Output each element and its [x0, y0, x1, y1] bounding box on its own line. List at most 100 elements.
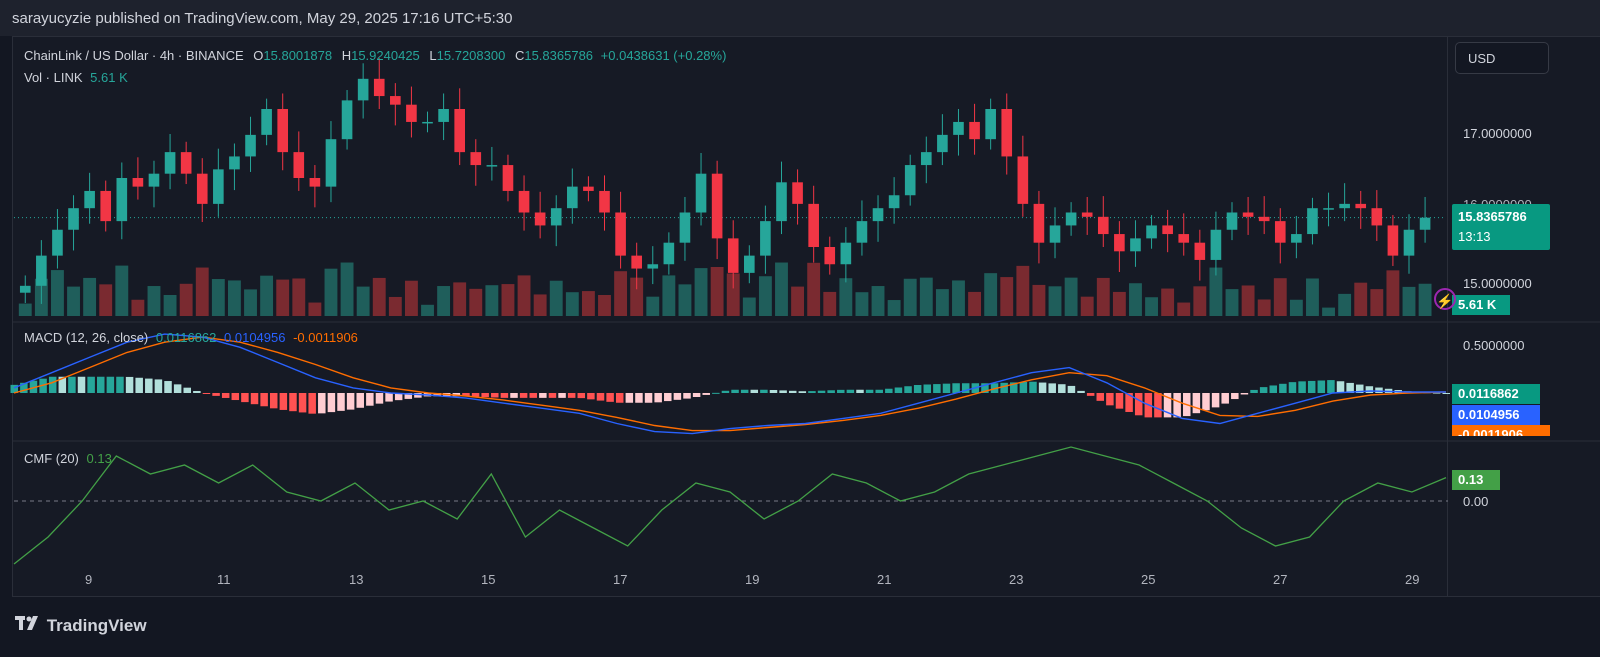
candle: [599, 190, 610, 213]
macd-histogram-bar: [289, 393, 297, 412]
candle: [148, 173, 160, 187]
macd-histogram-bar: [1029, 381, 1037, 393]
macd-histogram-bar: [10, 384, 18, 393]
macd-histogram-bar: [1038, 382, 1047, 393]
macd-histogram-bar: [96, 376, 105, 393]
macd-histogram-bar: [808, 391, 816, 393]
macd-histogram-bar: [1115, 393, 1124, 409]
macd-histogram-bar: [1327, 380, 1335, 393]
volume-bar: [1418, 283, 1432, 316]
macd-histogram-bar: [933, 384, 941, 393]
macd-histogram-bar: [202, 393, 211, 394]
macd-histogram-bar: [913, 385, 922, 393]
volume-bar: [1257, 299, 1271, 316]
candle: [1242, 212, 1254, 217]
macd-histogram-bar: [1432, 392, 1441, 394]
volume-bar: [18, 303, 32, 316]
volume-bar: [919, 277, 933, 316]
time-tick-label: 25: [1141, 572, 1156, 587]
macd-histogram-bar: [702, 393, 710, 395]
volume-bar: [437, 286, 451, 316]
candle: [1001, 109, 1013, 157]
volume-bar: [581, 291, 595, 316]
volume-bar: [565, 292, 579, 316]
macd-histogram-bar: [606, 393, 614, 402]
macd-histogram-bar: [1000, 382, 1008, 393]
volume-bar: [871, 286, 885, 316]
volume-bar: [67, 286, 80, 316]
macd-histogram-bar: [29, 380, 38, 393]
macd-histogram-bar: [327, 393, 336, 413]
high-value: 15.9240425: [351, 48, 420, 63]
cmf-label: CMF (20): [24, 451, 79, 466]
macd-histogram-bar: [1250, 389, 1258, 393]
candle: [309, 178, 321, 187]
price-tick-17: 17.0000000: [1463, 126, 1532, 141]
macd-histogram-bar: [1096, 393, 1105, 401]
volume-bar: [1096, 277, 1110, 316]
macd-histogram-bar: [250, 393, 259, 405]
volume-bar: [421, 304, 434, 316]
macd-histogram-bar: [346, 393, 355, 410]
volume-bar: [485, 285, 499, 316]
volume-bar: [372, 277, 386, 316]
macd-histogram-bar: [68, 376, 76, 393]
macd-histogram-bar: [817, 390, 826, 393]
macd-histogram-bar: [1154, 393, 1162, 418]
candle: [68, 208, 79, 230]
macd-tag: 0.0116862: [1452, 384, 1540, 404]
macd-histogram-bar: [77, 376, 86, 393]
chart-panel[interactable]: [12, 36, 1448, 597]
macd-histogram-bar: [20, 382, 28, 393]
macd-histogram-bar: [481, 393, 489, 398]
candle: [1210, 229, 1222, 260]
volume-bar: [1177, 302, 1191, 316]
candle: [100, 190, 112, 222]
macd-histogram-bar: [308, 393, 316, 414]
candle: [1307, 208, 1318, 235]
cmf-value: 0.13: [86, 451, 112, 466]
cmf-tag: 0.13: [1452, 470, 1500, 490]
low-value: 15.7208300: [436, 48, 506, 63]
macd-histogram-bar: [337, 393, 345, 411]
macd-histogram-bar: [260, 393, 268, 407]
volume-bar: [694, 268, 708, 316]
macd-histogram-bar: [404, 393, 413, 399]
open-label: O: [253, 48, 264, 63]
signal-line: [13, 336, 1447, 432]
price-axis[interactable]: [1448, 36, 1600, 597]
macd-histogram-bar: [923, 384, 932, 393]
macd-histogram-bar: [1288, 382, 1297, 393]
candle: [1178, 234, 1190, 243]
volume-bar: [662, 275, 676, 316]
macd-histogram-bar: [510, 393, 518, 398]
macd-histogram-bar: [135, 377, 143, 393]
candle: [872, 208, 884, 222]
lightning-icon[interactable]: ⚡: [1434, 288, 1456, 310]
macd-line: [13, 333, 1446, 435]
volume-bar: [758, 276, 772, 316]
volume-bar: [726, 273, 740, 316]
candle: [695, 173, 707, 213]
candle: [631, 255, 642, 269]
chart-canvas: [10, 58, 1600, 565]
candle: [518, 190, 530, 213]
macd-histogram-bar: [145, 378, 153, 393]
volume-bar: [823, 291, 837, 316]
macd-histogram-bar: [414, 393, 422, 398]
currency-button[interactable]: USD: [1455, 42, 1549, 74]
candle: [116, 178, 128, 222]
macd-histogram-bar: [885, 388, 893, 393]
candle: [1323, 208, 1334, 210]
volume-bar: [1048, 286, 1062, 316]
candle: [1226, 212, 1238, 230]
volume-value: 5.61 K: [90, 70, 128, 85]
volume-bar: [244, 289, 257, 316]
candle: [1049, 225, 1061, 243]
macd-histogram-bar: [1298, 381, 1306, 393]
macd-histogram-bar: [654, 393, 662, 403]
candle: [261, 109, 272, 135]
volume-bar: [211, 279, 225, 316]
macd-histogram-bar: [1202, 393, 1210, 411]
candle: [679, 212, 691, 243]
